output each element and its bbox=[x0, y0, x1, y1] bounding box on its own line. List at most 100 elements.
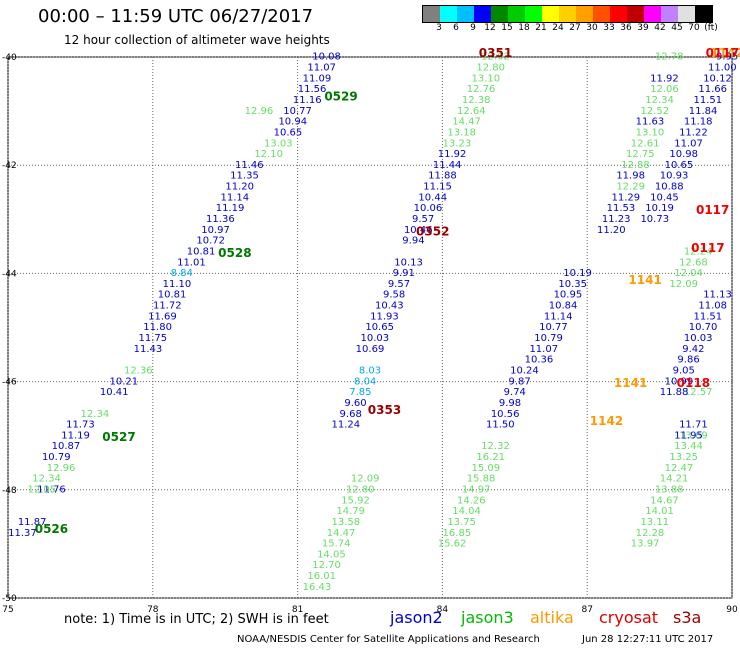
wave-height-label: 11.09 bbox=[303, 73, 332, 84]
wave-height-label: 10.88 bbox=[655, 182, 684, 193]
color-scale-label: 36 bbox=[620, 23, 632, 33]
wave-height-label: 10.99 bbox=[665, 376, 694, 387]
color-scale-label: 15 bbox=[501, 23, 513, 33]
wave-height-label: 11.16 bbox=[293, 95, 322, 106]
color-swatch bbox=[474, 6, 491, 22]
wave-height-label: 8.03 bbox=[359, 365, 381, 376]
wave-height-label: 10.87 bbox=[52, 441, 81, 452]
wave-height-label: 11.36 bbox=[206, 214, 235, 225]
y-tick-label: -44 bbox=[2, 269, 17, 279]
wave-height-label: 8.04 bbox=[354, 376, 376, 387]
wave-height-label: 10.73 bbox=[640, 214, 669, 225]
color-scale-bar bbox=[422, 5, 713, 23]
wave-height-label: 12.38 bbox=[462, 95, 491, 106]
wave-height-label: 12.06 bbox=[650, 84, 679, 95]
wave-height-label: 10.84 bbox=[549, 301, 578, 312]
wave-height-label: 10.21 bbox=[110, 376, 139, 387]
wave-height-label: 11.07 bbox=[529, 344, 558, 355]
wave-height-label: 9.60 bbox=[344, 398, 366, 409]
wave-height-label: 10.13 bbox=[394, 257, 423, 268]
wave-height-label: 12.52 bbox=[640, 106, 669, 117]
wave-height-label: 11.63 bbox=[636, 117, 665, 128]
wave-height-label: 12.34 bbox=[32, 474, 61, 485]
wave-height-label: 14.79 bbox=[336, 506, 365, 517]
wave-height-label: 10.97 bbox=[201, 225, 230, 236]
color-swatch bbox=[576, 6, 593, 22]
wave-height-label: 11.51 bbox=[694, 311, 723, 322]
x-tick-label: 84 bbox=[437, 605, 449, 615]
y-tick-label: -40 bbox=[2, 53, 17, 63]
wave-height-label: 10.98 bbox=[669, 149, 698, 160]
pass-time-label: 0117 bbox=[706, 46, 739, 60]
color-swatch bbox=[593, 6, 610, 22]
wave-height-label: 10.19 bbox=[563, 268, 592, 279]
legend-altika: altika bbox=[530, 608, 574, 627]
wave-height-label: 10.65 bbox=[665, 160, 694, 171]
color-swatch bbox=[661, 6, 678, 22]
wave-height-label: 11.69 bbox=[148, 311, 177, 322]
color-swatch bbox=[644, 6, 661, 22]
wave-height-label: 10.95 bbox=[554, 290, 583, 301]
wave-height-label: 9.94 bbox=[402, 236, 424, 247]
wave-height-label: 12.09 bbox=[351, 474, 380, 485]
wave-height-label: 11.44 bbox=[433, 160, 462, 171]
color-scale-label: 42 bbox=[654, 23, 666, 33]
wave-height-label: 16.43 bbox=[303, 582, 332, 593]
wave-height-label: 11.14 bbox=[221, 192, 250, 203]
wave-height-label: 14.47 bbox=[327, 528, 356, 539]
wave-height-label: 13.69 bbox=[679, 430, 708, 441]
wave-height-label: 10.77 bbox=[283, 106, 312, 117]
wave-height-label: 12.96 bbox=[245, 106, 274, 117]
wave-height-label: 10.46 bbox=[404, 225, 433, 236]
wave-height-label: 9.95 bbox=[716, 52, 738, 63]
x-tick-label: 87 bbox=[581, 605, 592, 615]
wave-height-label: 10.03 bbox=[361, 333, 390, 344]
wave-height-label: 11.93 bbox=[370, 311, 399, 322]
wave-height-label: 9.57 bbox=[412, 214, 434, 225]
wave-height-label: 15.09 bbox=[472, 463, 501, 474]
pass-time-label: 0526 bbox=[35, 522, 68, 536]
color-swatch bbox=[695, 6, 712, 22]
x-tick-label: 90 bbox=[726, 605, 738, 615]
wave-height-label: 10.79 bbox=[534, 333, 563, 344]
color-swatch bbox=[542, 6, 559, 22]
x-tick-label: 75 bbox=[2, 605, 13, 615]
wave-height-label: 14.67 bbox=[650, 495, 679, 506]
wave-height-label: 12.09 bbox=[669, 279, 698, 290]
generation-timestamp: Jun 28 12:27:11 UTC 2017 bbox=[582, 634, 714, 645]
color-scale-label: 3 bbox=[436, 23, 442, 33]
wave-height-label: 15.88 bbox=[467, 474, 496, 485]
color-swatch bbox=[559, 6, 576, 22]
wave-height-label: 11.13 bbox=[703, 290, 732, 301]
wave-height-label: 11.73 bbox=[66, 420, 95, 431]
wave-height-label: 11.87 bbox=[18, 517, 47, 528]
wave-height-label: 11.19 bbox=[216, 203, 245, 214]
pass-time-label: 0117 bbox=[696, 203, 729, 217]
wave-height-label: 11.80 bbox=[143, 322, 172, 333]
wave-height-label: 13.23 bbox=[443, 138, 472, 149]
wave-height-label: 10.24 bbox=[510, 365, 539, 376]
wave-height-label: 10.08 bbox=[312, 52, 341, 63]
wave-height-label: 11.01 bbox=[177, 257, 206, 268]
wave-height-label: 9.86 bbox=[677, 355, 699, 366]
wave-height-label: 11.29 bbox=[611, 192, 640, 203]
wave-height-label: 10.06 bbox=[414, 203, 443, 214]
wave-height-label: 13.10 bbox=[472, 73, 501, 84]
wave-height-label: 12.34 bbox=[81, 409, 110, 420]
color-scale-label: 33 bbox=[603, 23, 615, 33]
pass-time-label: 1142 bbox=[590, 414, 623, 428]
wave-height-label: 13.03 bbox=[264, 138, 293, 149]
color-scale-label: (ft) bbox=[704, 23, 718, 33]
wave-height-label: 10.36 bbox=[525, 355, 554, 366]
wave-height-label: 11.37 bbox=[8, 528, 37, 539]
wave-height-label: 11.00 bbox=[708, 63, 737, 74]
wave-height-label: 10.69 bbox=[356, 344, 385, 355]
wave-height-label: 10.45 bbox=[650, 192, 679, 203]
wave-height-label: 12.96 bbox=[47, 463, 76, 474]
wave-height-label: 11.53 bbox=[607, 203, 636, 214]
wave-height-label: 12.02 bbox=[481, 52, 510, 63]
wave-height-label: 10.93 bbox=[660, 171, 689, 182]
wave-height-label: 12.80 bbox=[346, 485, 375, 496]
wave-height-label: 12.28 bbox=[636, 528, 665, 539]
